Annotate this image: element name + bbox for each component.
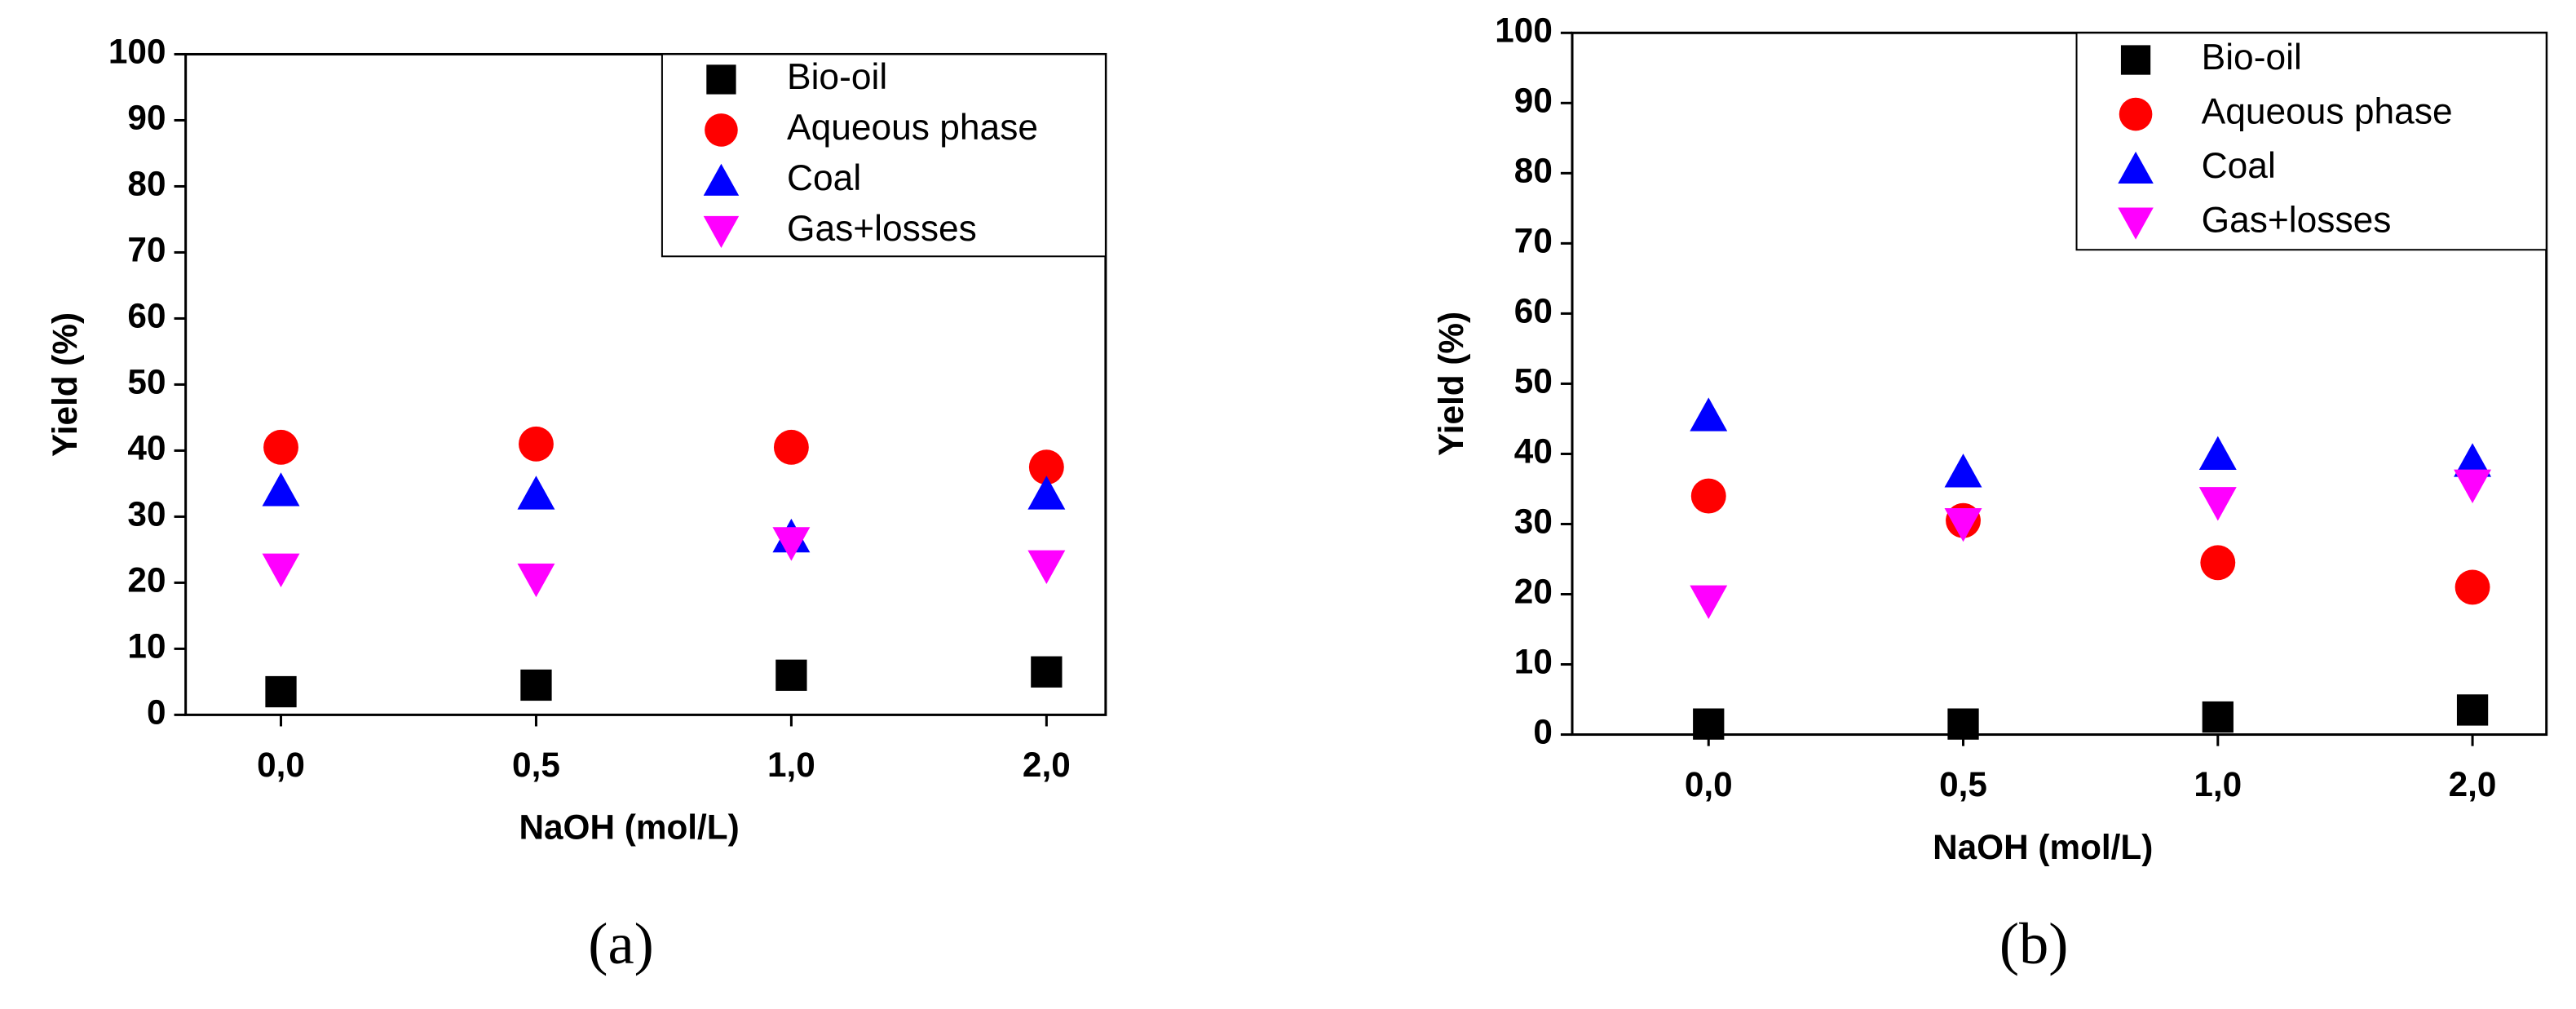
y-axis-label: Yield (%) xyxy=(1432,312,1470,456)
data-point xyxy=(1944,454,1982,488)
legend-label: Bio-oil xyxy=(787,57,887,97)
y-tick-label: 0 xyxy=(1533,713,1553,751)
legend-marker xyxy=(703,215,740,248)
legend-label: Gas+losses xyxy=(2202,201,2392,241)
x-tick-label: 1,0 xyxy=(767,746,815,784)
legend-label: Aqueous phase xyxy=(2202,92,2453,132)
data-point xyxy=(1690,585,1728,619)
data-point xyxy=(1947,708,1979,740)
data-point xyxy=(773,429,809,465)
y-tick-label: 30 xyxy=(1514,502,1553,541)
data-point xyxy=(775,659,807,691)
legend-label: Coal xyxy=(2202,146,2276,186)
legend-marker xyxy=(2118,151,2154,184)
legend-marker xyxy=(2120,45,2151,75)
legend-label: Coal xyxy=(787,158,861,198)
data-point xyxy=(2198,487,2237,521)
y-tick-label: 90 xyxy=(1514,81,1553,119)
data-point xyxy=(263,429,298,465)
y-axis-label: Yield (%) xyxy=(46,312,84,457)
y-tick-label: 80 xyxy=(1514,152,1553,190)
legend-marker xyxy=(2119,97,2153,131)
y-tick-label: 20 xyxy=(1514,573,1553,611)
data-point xyxy=(1944,507,1982,542)
data-point xyxy=(1031,656,1063,688)
data-point xyxy=(772,527,811,561)
y-tick-label: 20 xyxy=(127,561,166,600)
legend-marker xyxy=(703,163,740,196)
legend-box xyxy=(2075,32,2547,251)
y-tick-label: 60 xyxy=(1514,292,1553,330)
y-tick-label: 40 xyxy=(1514,432,1553,471)
chart: 0 10 20 30 40 50 60 70 80 90 100 0,0 0,5 1,0 2,0 NaOH (… xyxy=(1432,11,2548,976)
legend-marker xyxy=(705,113,738,147)
y-tick-label: 70 xyxy=(127,231,166,269)
data-point xyxy=(2200,545,2236,581)
x-tick-label: 0,5 xyxy=(512,746,560,784)
y-tick-label: 30 xyxy=(127,495,166,533)
y-tick-label: 10 xyxy=(1514,643,1553,681)
y-tick-label: 60 xyxy=(127,297,166,335)
data-point xyxy=(2456,694,2489,726)
y-tick-label: 10 xyxy=(127,627,166,666)
y-tick-label: 100 xyxy=(1495,11,1553,49)
y-tick-label: 50 xyxy=(127,363,166,401)
data-point xyxy=(519,426,554,462)
data-point xyxy=(1690,397,1728,431)
caption: (a) xyxy=(588,910,653,976)
x-axis-label: NaOH (mol/L) xyxy=(519,808,740,847)
legend-marker xyxy=(2118,207,2154,240)
legend-label: Aqueous phase xyxy=(787,108,1038,148)
x-tick-label: 0,0 xyxy=(257,746,305,784)
legend-label: Gas+losses xyxy=(787,209,977,249)
y-tick-label: 100 xyxy=(108,33,166,71)
y-tick-label: 40 xyxy=(127,429,166,467)
data-point xyxy=(262,472,300,507)
data-point xyxy=(1028,449,1064,485)
data-point xyxy=(1027,476,1066,510)
y-tick-label: 80 xyxy=(127,165,166,203)
data-point xyxy=(517,563,555,598)
data-point xyxy=(2454,443,2492,477)
y-tick-label: 70 xyxy=(1514,222,1553,260)
x-axis-label: NaOH (mol/L) xyxy=(1933,828,2153,866)
chart: 0 10 20 30 40 50 60 70 80 90 100 0,0 0,5 1,0 2,0 NaOH (… xyxy=(46,33,1107,976)
x-tick-label: 2,0 xyxy=(2449,765,2497,803)
data-point xyxy=(2454,469,2492,503)
data-point xyxy=(1693,708,1725,740)
data-point xyxy=(2454,569,2490,605)
x-tick-label: 0,0 xyxy=(1685,765,1733,803)
legend-marker xyxy=(706,64,736,95)
data-point xyxy=(2202,701,2234,733)
caption: (b) xyxy=(1999,910,2069,976)
data-point xyxy=(517,476,555,510)
legend-label: Bio-oil xyxy=(2202,38,2302,77)
y-tick-label: 0 xyxy=(147,693,166,732)
x-tick-label: 1,0 xyxy=(2194,765,2242,803)
data-point xyxy=(520,669,552,701)
y-tick-label: 50 xyxy=(1514,362,1553,401)
data-point xyxy=(262,553,300,588)
data-point xyxy=(1027,550,1066,584)
x-tick-label: 2,0 xyxy=(1023,746,1071,784)
data-point xyxy=(265,675,297,708)
data-point xyxy=(2198,436,2237,470)
x-tick-label: 0,5 xyxy=(1939,765,1987,803)
data-point xyxy=(1690,478,1726,514)
y-tick-label: 90 xyxy=(127,99,166,137)
